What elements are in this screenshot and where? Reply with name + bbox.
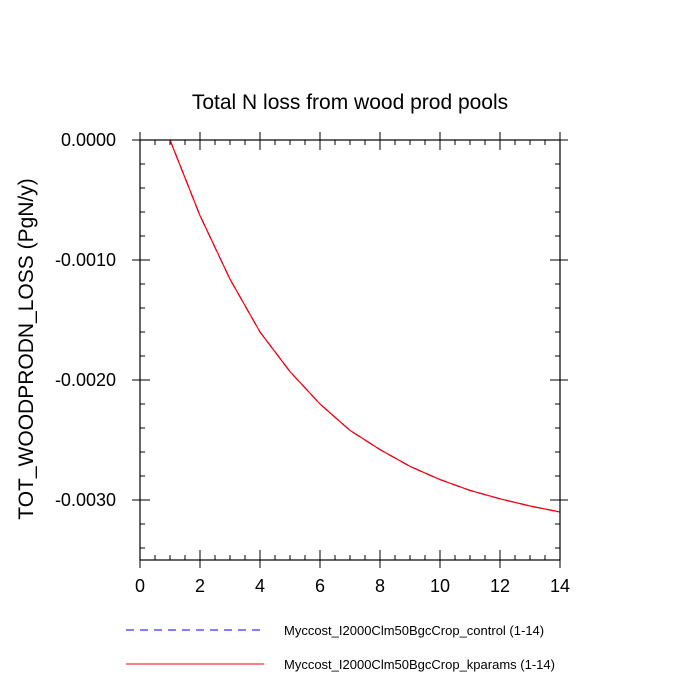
legend: Myccost_I2000Clm50BgcCrop_control (1-14)… <box>126 623 555 672</box>
x-tick-label: 6 <box>315 576 325 596</box>
x-tick-label: 2 <box>195 576 205 596</box>
y-axis-label: TOT_WOODPRODN_LOSS (PgN/y) <box>15 178 38 520</box>
plot-frame <box>139 139 561 561</box>
series-line-0 <box>169 139 561 513</box>
y-tick-label: -0.0010 <box>55 250 116 270</box>
y-tick-label: -0.0030 <box>55 490 116 510</box>
y-tick-label: 0.0000 <box>61 130 116 150</box>
x-tick-label: 14 <box>550 576 570 596</box>
chart-title: Total N loss from wood prod pools <box>192 91 508 114</box>
x-tick-label: 8 <box>375 576 385 596</box>
x-tick-label: 10 <box>430 576 450 596</box>
y-tick-label: -0.0020 <box>55 370 116 390</box>
legend-label-0: Myccost_I2000Clm50BgcCrop_control (1-14) <box>284 623 544 638</box>
legend-label-1: Myccost_I2000Clm50BgcCrop_kparams (1-14) <box>284 657 555 672</box>
axes: 0 2 4 6 8 10 12 14 0.0000 -0.0010 -0.0020 -0.0030 <box>55 130 570 596</box>
x-tick-label: 0 <box>135 576 145 596</box>
x-tick-label: 4 <box>255 576 265 596</box>
series-line-1 <box>169 139 561 513</box>
x-tick-label: 12 <box>490 576 510 596</box>
plot-lines <box>169 139 561 513</box>
